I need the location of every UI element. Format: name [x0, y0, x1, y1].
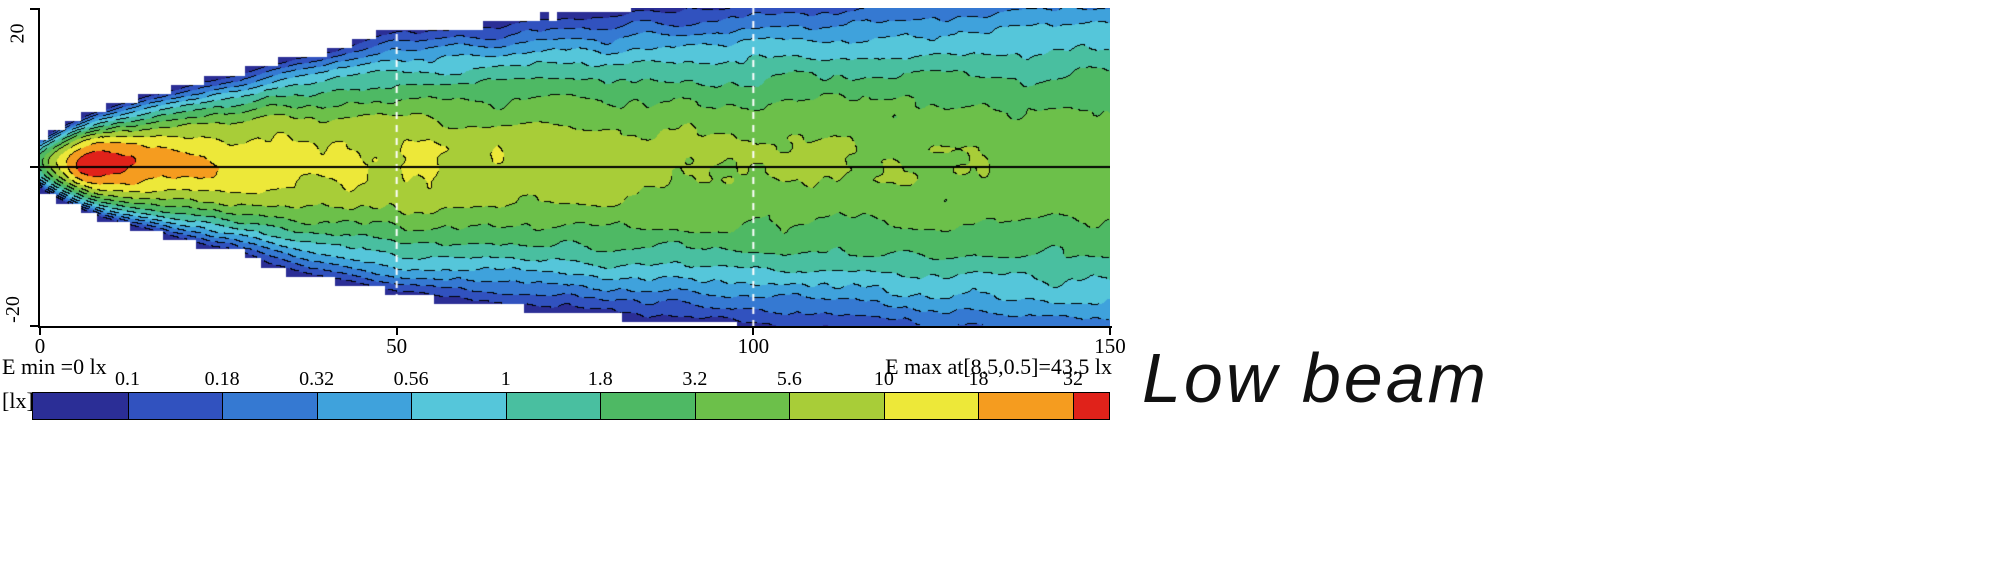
- colorbar-segment: [789, 393, 884, 419]
- colorbar-tick-label: 10: [873, 368, 894, 390]
- y-axis-tick-label-top: 20: [6, 23, 29, 44]
- x-axis-tick-mark: [395, 328, 398, 335]
- e-min-label: E min =0 lx: [2, 354, 107, 379]
- colorbar-tick-label: 32: [1063, 368, 1083, 390]
- e-max-label: E max at[8.5,0.5]=43.5 lx: [885, 354, 1112, 379]
- x-axis-tick-mark: [39, 328, 41, 335]
- colorbar-unit-label: [lx]: [2, 388, 34, 413]
- colorbar-tick-label: 1: [500, 368, 511, 390]
- isolux-heatmap-canvas: [40, 8, 1110, 326]
- colorbar-tick-label: 3.2: [682, 368, 708, 390]
- colorbar-segment: [127, 393, 223, 419]
- x-axis-tick-label: 0: [34, 334, 46, 358]
- x-axis-line: [38, 326, 1112, 328]
- colorbar-tick-label: 5.6: [776, 368, 802, 390]
- colorbar-labels: 0.1 0.18 0.32 0.56 1 1.8 3.2 5.6 10 18 32: [32, 368, 1110, 392]
- x-axis-tick-label: 100: [737, 334, 770, 358]
- colorbar-segment: [316, 393, 412, 419]
- colorbar-segment: [978, 393, 1073, 419]
- colorbar-tick-label: 0.18: [204, 368, 240, 390]
- colorbar-segment: [222, 393, 317, 419]
- x-axis-tick-label: 150: [1094, 334, 1126, 358]
- colorbar-tick-label: 0.32: [299, 368, 335, 390]
- colorbar: [32, 392, 1110, 420]
- x-axis-tick-label: 50: [386, 334, 408, 358]
- colorbar-segment: [600, 393, 695, 419]
- colorbar-tick-label: 1.8: [587, 368, 613, 390]
- colorbar-segment: [411, 393, 506, 419]
- y-axis-tick-mark: [30, 166, 38, 168]
- colorbar-segment: [505, 393, 601, 419]
- colorbar-tick-label: 18: [968, 368, 989, 390]
- x-axis-tick-mark: [1109, 328, 1111, 335]
- y-axis-tick-label-bottom: -20: [1, 296, 24, 323]
- y-axis-tick-mark: [30, 325, 38, 327]
- colorbar-tick-label: 0.56: [393, 368, 429, 390]
- colorbar-segment: [33, 393, 128, 419]
- x-axis-tick-mark: [752, 328, 755, 335]
- beam-caption: Low beam: [1142, 339, 1489, 417]
- colorbar-segment: [694, 393, 790, 419]
- y-axis-line: [38, 8, 40, 328]
- colorbar-tick-label: 0.1: [115, 368, 141, 390]
- colorbar-segment: [883, 393, 979, 419]
- y-axis-tick-mark: [30, 8, 38, 10]
- colorbar-segment: [1072, 393, 1109, 419]
